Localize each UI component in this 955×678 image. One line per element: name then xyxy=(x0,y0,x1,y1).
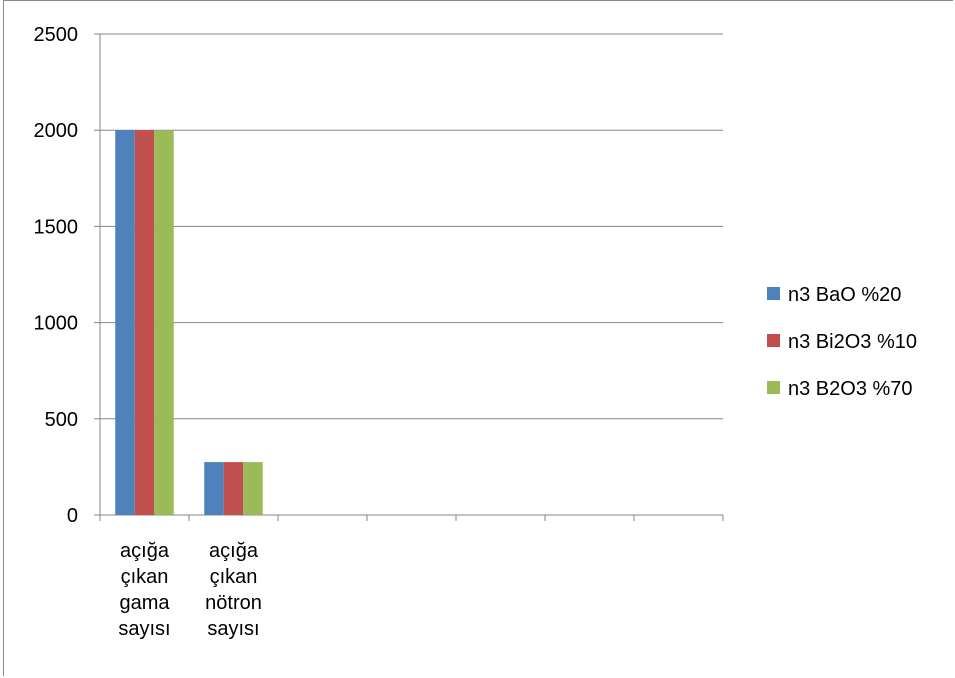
y-tick-label: 500 xyxy=(45,409,78,431)
x-tick-label-line: çıkan xyxy=(210,566,258,588)
bar xyxy=(223,462,244,515)
legend-swatch xyxy=(767,334,780,347)
y-tick-label: 2000 xyxy=(34,120,79,142)
x-tick-label-line: sayısı xyxy=(207,618,259,640)
x-tick-label-line: açığa xyxy=(120,540,170,562)
x-tick-label: açığa çıkan gama sayısı xyxy=(118,540,170,640)
bar xyxy=(243,462,263,515)
y-tick-label: 2500 xyxy=(34,24,79,46)
legend-label: n3 BaO %20 xyxy=(788,284,901,306)
bar xyxy=(115,130,135,515)
y-tick-labels: 0 500 1000 1500 2000 2500 xyxy=(34,24,79,527)
x-tick-labels: açığa çıkan gama sayısı açığa çıkan nötron sayı… xyxy=(118,540,261,640)
x-tick-label: açığa çıkan nötron sayısı xyxy=(205,540,262,640)
legend-swatch xyxy=(767,287,780,300)
bar xyxy=(204,462,224,515)
legend-label: n3 B2O3 %70 xyxy=(788,378,913,400)
x-tick-label-line: nötron xyxy=(205,592,262,614)
axes xyxy=(99,34,724,521)
y-tick-label: 1500 xyxy=(34,216,79,238)
bar xyxy=(134,130,155,515)
x-tick-label-line: açığa xyxy=(209,540,259,562)
bar xyxy=(154,130,174,515)
y-tick-label: 0 xyxy=(67,505,78,527)
y-tick-label: 1000 xyxy=(34,313,79,335)
gridlines xyxy=(94,33,723,516)
x-tick-label-line: çıkan xyxy=(121,566,169,588)
legend-swatch xyxy=(767,381,780,394)
x-tick-label-line: sayısı xyxy=(118,618,170,640)
legend-label: n3 Bi2O3 %10 xyxy=(788,331,917,353)
legend: n3 BaO %20 n3 Bi2O3 %10 n3 B2O3 %70 xyxy=(767,284,917,400)
x-tick-label-line: gama xyxy=(119,592,170,614)
bars xyxy=(115,130,263,515)
